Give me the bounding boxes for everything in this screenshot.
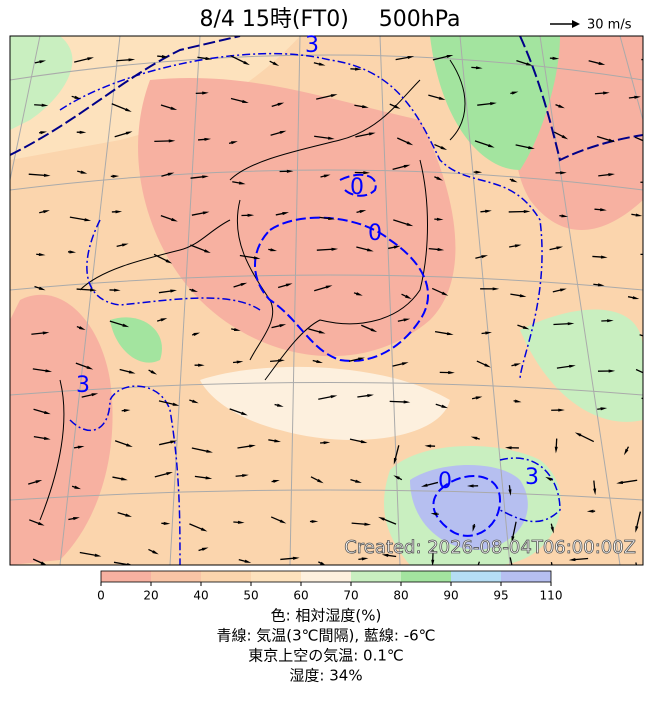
- contour-label: 3: [525, 465, 539, 490]
- caption: 色: 相対湿度(%): [271, 607, 382, 625]
- colorbar-tick-label: 110: [540, 589, 563, 603]
- contour-label: 3: [76, 373, 90, 398]
- wind-arrow-head: [646, 373, 651, 377]
- contour-label: 3: [305, 33, 319, 58]
- colorbar-tick-label: 70: [343, 589, 358, 603]
- colorbar-tick-label: 0: [97, 589, 105, 603]
- colorbar-segment: [201, 571, 251, 582]
- captions: 色: 相対湿度(%) 青線: 気温(3℃間隔), 藍線: -6℃ 東京上空の気温: …: [216, 607, 435, 685]
- wind-arrow-head: [637, 576, 640, 583]
- wind-arrow-head: [643, 335, 650, 338]
- colorbar: 0 20 40 50 60 70 80 90 95 110: [97, 571, 562, 603]
- colorbar-tick-label: 50: [243, 589, 258, 603]
- colorbar-segment: [101, 571, 151, 582]
- contour-label: 0: [368, 221, 382, 246]
- colorbar-segment: [401, 571, 451, 582]
- colorbar-segment: [501, 571, 551, 582]
- colorbar-tick-label: 40: [193, 589, 208, 603]
- colorbar-tick-label: 80: [393, 589, 408, 603]
- title-level: 500hPa: [379, 7, 461, 32]
- colorbar-segment: [351, 571, 401, 582]
- wind-scale-label: 30 m/s: [587, 18, 632, 33]
- caption: 青線: 気温(3℃間隔), 藍線: -6℃: [216, 627, 435, 645]
- wind-arrow-head: [643, 398, 650, 402]
- colorbar-tick-label: 95: [493, 589, 508, 603]
- contour-label: 0: [438, 469, 452, 494]
- caption: 東京上空の気温: 0.1℃: [248, 647, 404, 665]
- colorbar-tick-label: 20: [143, 589, 158, 603]
- map: 3 0 0 3 0 3 Created: 2026-08-04T06:00:00…: [10, 33, 651, 583]
- title: 8/4 15時(FT0) 500hPa: [200, 7, 461, 32]
- colorbar-tick-label: 90: [443, 589, 458, 603]
- colorbar-segment: [151, 571, 201, 582]
- colorbar-segment: [251, 571, 301, 582]
- created-stamp: Created: 2026-08-04T06:00:00Z: [344, 537, 636, 558]
- colorbar-segment: [301, 571, 351, 582]
- wind-scale-head: [572, 20, 580, 28]
- contour-label: 0: [350, 175, 364, 200]
- wind-arrow-head: [645, 140, 651, 144]
- colorbar-segment: [451, 571, 501, 582]
- title-time: 8/4 15時(FT0): [200, 7, 349, 32]
- caption: 湿度: 34%: [289, 667, 362, 685]
- colorbar-tick-label: 60: [293, 589, 308, 603]
